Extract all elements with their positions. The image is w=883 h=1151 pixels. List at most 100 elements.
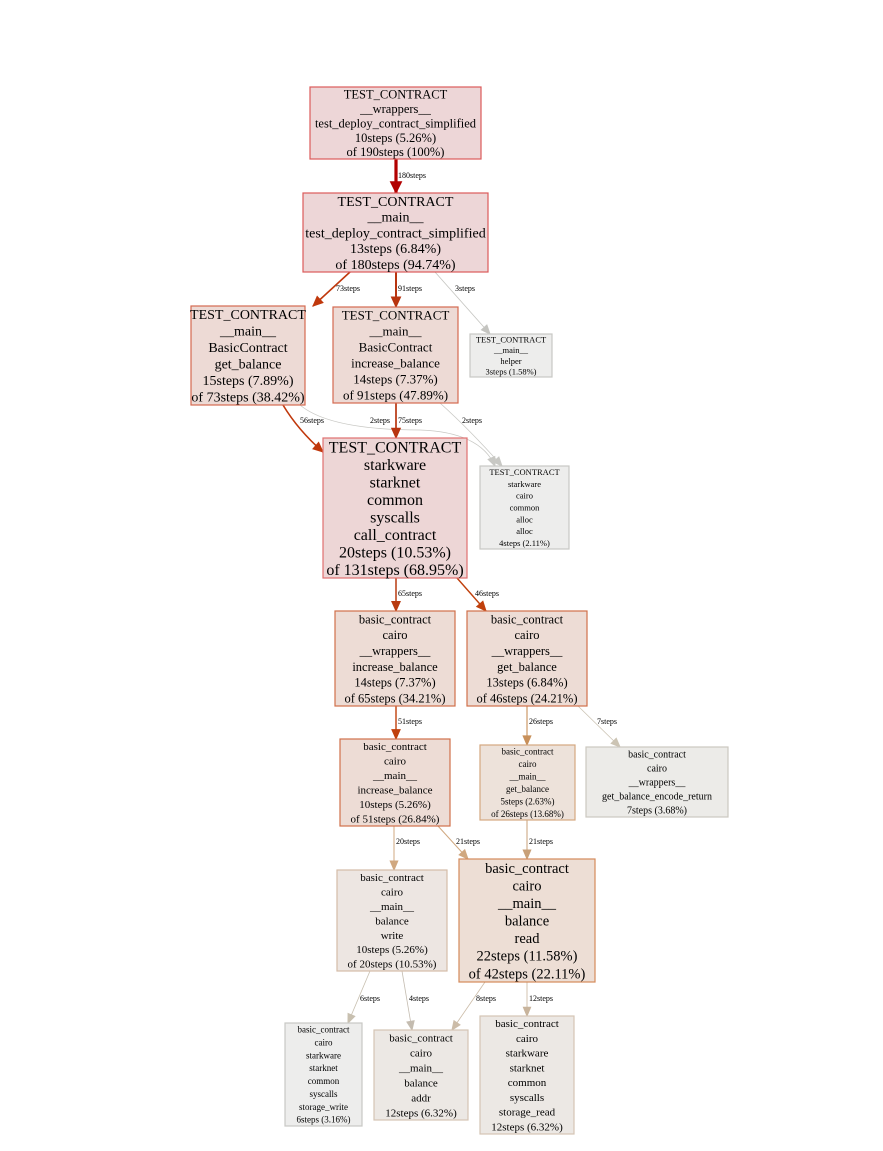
node-label-line: cairo bbox=[515, 628, 540, 642]
node-label-line: cairo bbox=[381, 886, 403, 898]
node-label-line: 13steps (6.84%) bbox=[486, 676, 567, 690]
edge-line bbox=[451, 981, 486, 1031]
node-label-line: cairo bbox=[519, 759, 537, 769]
node-label-line: addr bbox=[411, 1092, 431, 1104]
edge-label: 21steps bbox=[529, 837, 553, 846]
node-label-line: __main__ bbox=[509, 771, 546, 781]
node-label-line: TEST_CONTRACT bbox=[344, 88, 448, 102]
edge-n11-n14: 21steps bbox=[522, 820, 553, 861]
node-label-line: 14steps (7.37%) bbox=[353, 372, 438, 387]
node-label-line: syscalls bbox=[370, 509, 420, 526]
node-label-line: alloc bbox=[516, 514, 533, 524]
node-n3[interactable]: TEST_CONTRACT __main__BasicContract get_ba… bbox=[190, 305, 306, 406]
node-label-line: alloc bbox=[516, 526, 533, 536]
node-label-line: of 131steps (68.95%) bbox=[326, 562, 463, 579]
node-label-line: starknet bbox=[370, 474, 421, 491]
node-label-line: 5steps (2.63%) bbox=[501, 796, 555, 806]
node-label-line: 15steps (7.89%) bbox=[203, 374, 294, 389]
node-label-line: storage_read bbox=[499, 1107, 556, 1119]
node-label-line: increase_balance bbox=[357, 785, 432, 797]
node-label-line: BasicContract bbox=[359, 340, 433, 355]
node-label-line: basic_contract bbox=[502, 746, 554, 756]
edge-n3-n6: 56steps bbox=[282, 404, 324, 453]
edge-label: 91steps bbox=[398, 284, 422, 293]
edge-label: 4steps bbox=[409, 994, 429, 1003]
edge-n2-n5: 3steps bbox=[434, 271, 491, 335]
node-label-line: 10steps (5.26%) bbox=[359, 799, 431, 811]
node-label-line: 12steps (6.32%) bbox=[491, 1121, 563, 1133]
arrowhead-icon bbox=[480, 324, 491, 335]
node-label-line: 13steps (6.84%) bbox=[350, 242, 441, 257]
node-label-line: 3steps (1.58%) bbox=[486, 367, 537, 377]
node-n4[interactable]: TEST_CONTRACT__main__BasicContractincrea… bbox=[332, 306, 459, 404]
node-n6[interactable]: TEST_CONTRACTstarkwarestarknetcommonsysc… bbox=[322, 437, 468, 579]
edge-label: 20steps bbox=[396, 837, 420, 846]
node-label-line: __main__ bbox=[398, 1062, 443, 1074]
node-label-line: of 42steps (22.11%) bbox=[469, 966, 586, 982]
node-n2[interactable]: TEST_CONTRACT__main__test_deploy_contrac… bbox=[302, 192, 489, 273]
node-label-line: TEST_CONTRACT bbox=[190, 308, 306, 323]
node-label-line: get_balance bbox=[506, 784, 549, 794]
node-label-line: of 190steps (100%) bbox=[347, 145, 445, 159]
node-label-line: of 73steps (38.42%) bbox=[191, 391, 304, 406]
edge-label: 51steps bbox=[398, 717, 422, 726]
node-label-line: 12steps (6.32%) bbox=[385, 1107, 457, 1119]
edge-n1-n2: 180steps bbox=[389, 159, 426, 195]
node-label-line: __main__ bbox=[367, 211, 425, 226]
node-n1[interactable]: TEST_CONTRACT__wrappers__test_deploy_con… bbox=[309, 86, 482, 160]
node-label-line: __wrappers__ bbox=[359, 102, 432, 116]
arrowhead-icon bbox=[522, 849, 532, 861]
edge-n14-n17: 12steps bbox=[522, 982, 553, 1018]
node-label-line: 22steps (11.58%) bbox=[477, 949, 578, 965]
node-label-line: __main__ bbox=[372, 770, 417, 782]
edge-n9-n11: 26steps bbox=[522, 706, 553, 747]
node-label-line: storage_write bbox=[299, 1102, 348, 1112]
node-label-line: basic_contract bbox=[485, 861, 569, 877]
arrowhead-icon bbox=[492, 456, 503, 467]
edge-label: 7steps bbox=[597, 717, 617, 726]
node-label-line: of 180steps (94.74%) bbox=[335, 258, 455, 273]
node-label-line: 20steps (10.53%) bbox=[339, 544, 451, 561]
node-label-line: balance bbox=[375, 915, 409, 927]
arrowhead-icon bbox=[458, 848, 469, 860]
edge-label: 21steps bbox=[456, 837, 480, 846]
node-label-line: common bbox=[367, 492, 423, 509]
node-label-line: cairo bbox=[384, 756, 406, 768]
node-label-line: TEST_CONTRACT bbox=[342, 308, 450, 323]
edge-n4-n7: 2steps bbox=[439, 402, 503, 467]
node-label-line: syscalls bbox=[310, 1089, 338, 1099]
node-box bbox=[336, 869, 448, 972]
node-label-line: __wrappers__ bbox=[628, 778, 687, 789]
node-label-line: 14steps (7.37%) bbox=[354, 676, 435, 690]
node-box bbox=[332, 306, 459, 404]
node-label-line: starkware bbox=[364, 457, 426, 474]
node-label-line: TEST_CONTRACT bbox=[489, 467, 560, 477]
edge-n4-n6: 75steps bbox=[390, 403, 422, 440]
node-label-line: basic_contract bbox=[298, 1025, 350, 1035]
node-box bbox=[334, 610, 456, 707]
node-label-line: cairo bbox=[383, 628, 408, 642]
node-label-line: basic_contract bbox=[363, 741, 427, 753]
edge-label: 6steps bbox=[360, 994, 380, 1003]
edge-label: 2steps bbox=[370, 416, 390, 425]
node-label-line: syscalls bbox=[510, 1092, 544, 1104]
arrowhead-icon bbox=[475, 600, 487, 612]
node-label-line: basic_contract bbox=[491, 612, 564, 626]
node-label-line: get_balance bbox=[215, 358, 282, 373]
edge-n9-n12: 7steps bbox=[577, 705, 621, 748]
node-label-line: TEST_CONTRACT bbox=[476, 334, 547, 344]
node-box bbox=[458, 858, 596, 983]
